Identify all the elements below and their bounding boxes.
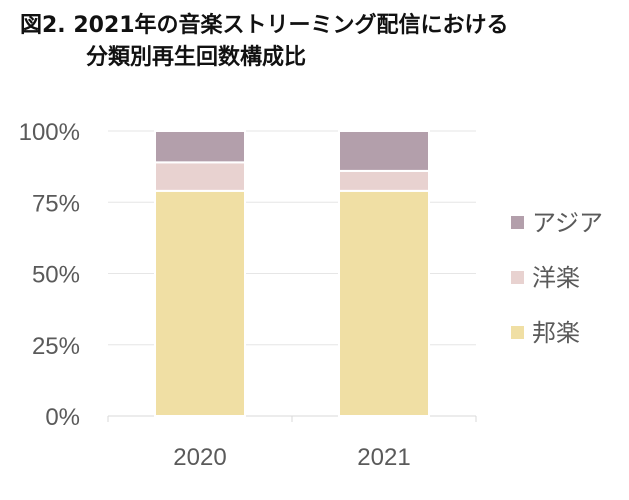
legend-swatch — [511, 216, 524, 229]
bar-segment-2020 — [154, 161, 246, 192]
legend-label: 邦楽 — [532, 319, 580, 347]
y-tick-label: 0% — [45, 404, 80, 431]
legend-label: アジア — [532, 209, 603, 237]
y-tick-label: 50% — [32, 262, 80, 289]
bar-segment-2021 — [338, 130, 430, 172]
x-axis-ticks: 2020 2021 — [173, 444, 410, 471]
x-tick-label: 2020 — [173, 444, 226, 471]
legend-swatch — [511, 271, 524, 284]
x-tick-label: 2021 — [357, 444, 410, 471]
legend-label: 洋楽 — [532, 264, 580, 292]
y-tick-label: 100% — [19, 119, 80, 146]
bar-segment-2020 — [154, 130, 246, 164]
bar-segment-2021 — [338, 169, 430, 192]
y-tick-label: 75% — [32, 190, 80, 217]
y-axis-ticks: 0% 25% 50% 75% 100% — [19, 119, 80, 431]
bar-segment-2020 — [154, 189, 246, 417]
chart-title: 図2. 2021年の音楽ストリーミング配信における 分類別再生回数構成比 — [20, 10, 509, 74]
bars — [154, 130, 430, 417]
bar-segment-2021 — [338, 189, 430, 417]
legend-swatch — [511, 326, 524, 339]
title-line-2: 分類別再生回数構成比 — [86, 45, 307, 70]
title-line-1: 図2. 2021年の音楽ストリーミング配信における — [20, 13, 509, 38]
y-tick-label: 25% — [32, 333, 80, 360]
